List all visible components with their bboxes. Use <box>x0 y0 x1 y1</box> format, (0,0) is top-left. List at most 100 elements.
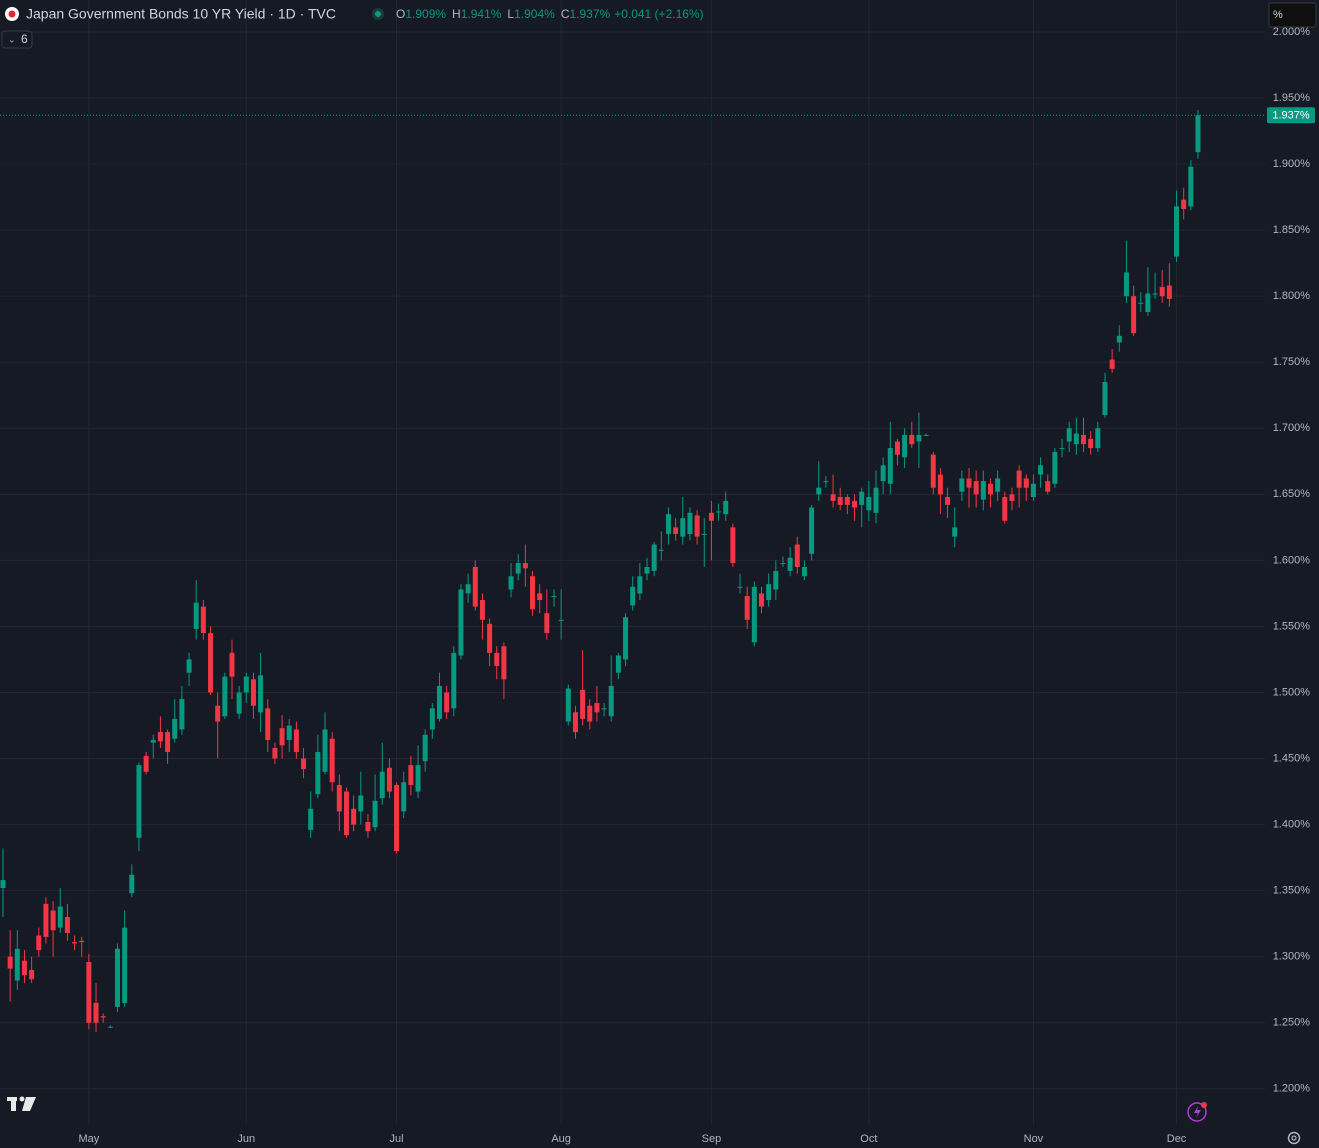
candle-body <box>308 808 314 830</box>
candle-body <box>995 478 1001 492</box>
candle-body <box>1138 302 1144 304</box>
ohlc-key: H <box>452 7 461 21</box>
y-tick-label: 1.250% <box>1273 1017 1311 1029</box>
candle-body <box>694 515 700 537</box>
candle-body <box>916 434 922 442</box>
candle-body <box>1023 478 1029 488</box>
candle-body <box>436 685 442 719</box>
candle-body <box>945 496 951 505</box>
candle-body <box>1073 433 1079 445</box>
x-tick-label: May <box>78 1133 99 1145</box>
x-tick-label: Oct <box>860 1133 877 1145</box>
candle-body <box>336 784 342 812</box>
candle-body <box>794 544 800 567</box>
candle-body <box>601 708 607 710</box>
candle-body <box>644 566 650 574</box>
candle-body <box>50 910 56 931</box>
y-tick-label: 1.700% <box>1273 422 1311 434</box>
x-tick-label: Jun <box>237 1133 255 1145</box>
candle-body <box>665 514 671 534</box>
candle-body <box>723 500 729 515</box>
candle-body <box>79 940 85 943</box>
y-tick-label: 2.000% <box>1273 26 1311 38</box>
candle-body <box>572 712 578 733</box>
logo-part <box>22 1097 36 1111</box>
symbol-title: Japan Government Bonds 10 YR Yield · 1D … <box>26 6 336 22</box>
candle-body <box>816 487 822 495</box>
candle-body <box>479 600 485 620</box>
candle-body <box>250 679 256 706</box>
candle-body <box>801 566 807 577</box>
settings-icon[interactable] <box>1287 1131 1301 1145</box>
candle-body <box>229 652 235 677</box>
candle-body <box>894 441 900 455</box>
ohlc-value: 1.909% <box>405 7 446 21</box>
candle-body <box>458 589 464 656</box>
candle-body <box>1152 293 1158 295</box>
logo-part <box>11 1097 16 1111</box>
candle-body <box>29 969 35 980</box>
candle-body <box>744 596 750 620</box>
y-tick-label: 1.450% <box>1273 752 1311 764</box>
candle-body <box>615 655 621 673</box>
candle-body <box>673 527 679 534</box>
status-icon-dot <box>375 11 381 17</box>
candle-body <box>394 784 400 852</box>
candle-body <box>551 596 557 598</box>
ohlc-key: O <box>396 7 405 21</box>
candle-body <box>780 563 786 565</box>
candle-body <box>680 518 686 537</box>
candle-body <box>937 474 943 495</box>
candle-body <box>880 465 886 482</box>
candle-body <box>930 454 936 488</box>
candle-body <box>315 751 321 795</box>
candle-body <box>1109 359 1115 369</box>
x-tick-label: Aug <box>551 1133 571 1145</box>
candle-body <box>329 738 335 783</box>
ohlc-legend: O1.909% H1.941% L1.904% C1.937% +0.041 (+2.1… <box>396 7 704 21</box>
candle-body <box>751 586 757 643</box>
candle-body <box>487 623 493 653</box>
candle-body <box>1030 483 1036 497</box>
candle-body <box>222 676 228 717</box>
alert-icon[interactable] <box>1187 1102 1207 1122</box>
ohlc-value: 1.941% <box>461 7 502 21</box>
candle-body <box>973 481 979 495</box>
candle-body <box>787 557 793 571</box>
candle-body <box>472 566 478 607</box>
y-tick-label: 1.800% <box>1273 290 1311 302</box>
candle-body <box>823 481 829 483</box>
candle-body <box>708 512 714 521</box>
y-tick-label: 1.350% <box>1273 885 1311 897</box>
candle-body <box>623 617 629 660</box>
candle-body <box>830 494 836 501</box>
ohlc-key: L <box>507 7 514 21</box>
candle-body <box>36 935 42 951</box>
candle-body <box>530 576 536 610</box>
indicators-toggle[interactable] <box>1 30 33 49</box>
candle-body <box>107 1026 113 1028</box>
candle-body <box>57 906 63 928</box>
candle-body <box>902 434 908 458</box>
candle-body <box>1066 428 1072 442</box>
candle-body <box>773 570 779 590</box>
candle-body <box>909 434 915 445</box>
candle-body <box>365 821 371 832</box>
candle-body <box>14 948 20 981</box>
candle-body <box>279 728 285 746</box>
candle-body <box>959 478 965 492</box>
candle-body <box>401 782 407 812</box>
candle-body <box>608 685 614 717</box>
candle-body <box>1059 448 1065 450</box>
candle-body <box>1195 115 1201 153</box>
candle-body <box>1174 206 1180 257</box>
toggle-arrow: ⌄ <box>8 34 16 44</box>
unit-button[interactable] <box>1268 2 1317 28</box>
candle-body <box>544 613 550 634</box>
candle-body <box>358 795 364 812</box>
candle-body <box>157 732 163 742</box>
candle-body <box>1002 496 1008 521</box>
alert-bolt <box>1194 1106 1201 1118</box>
y-tick-label: 1.200% <box>1273 1083 1311 1095</box>
last-price-box <box>1267 107 1315 124</box>
